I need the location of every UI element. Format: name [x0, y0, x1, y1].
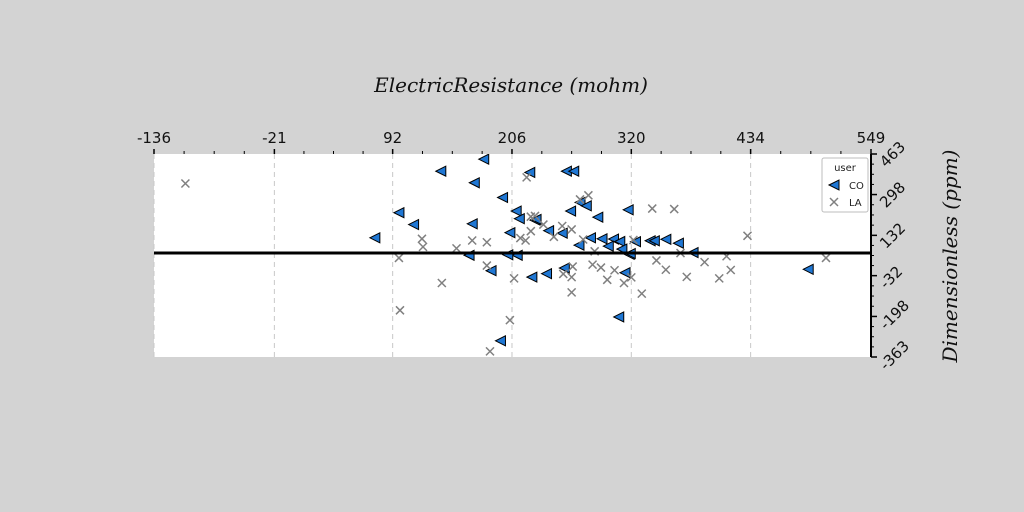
data-point-la — [583, 190, 593, 200]
data-point-co — [484, 264, 497, 277]
data-point-co — [602, 240, 614, 252]
data-point-la — [610, 265, 620, 275]
data-point-la — [522, 172, 532, 182]
data-point-co — [540, 267, 553, 280]
data-point-la — [647, 204, 657, 214]
data-point-la — [549, 232, 559, 242]
data-point-co — [368, 231, 381, 244]
data-point-la — [588, 260, 598, 270]
data-point-la — [395, 305, 405, 315]
data-point-la — [726, 265, 736, 275]
data-point-co — [477, 154, 490, 165]
data-point-co — [567, 165, 580, 178]
data-point-co — [591, 211, 604, 223]
data-point-la — [515, 233, 525, 243]
data-point-co — [584, 231, 596, 244]
data-point-la — [628, 235, 638, 245]
data-point-co — [496, 191, 509, 204]
data-point-co — [494, 334, 506, 347]
data-point-la — [700, 257, 710, 267]
data-point-co — [510, 205, 522, 217]
data-point-la — [596, 263, 606, 273]
data-point-co — [580, 200, 592, 212]
data-point-co — [392, 206, 405, 219]
data-point-co — [525, 271, 538, 283]
legend: user CO LA — [821, 157, 869, 213]
data-point-co — [802, 263, 814, 276]
data-point-la — [821, 253, 831, 263]
data-point-la — [602, 275, 612, 285]
data-point-la — [530, 211, 540, 221]
data-point-co — [564, 205, 577, 217]
data-point-la — [557, 221, 567, 231]
data-point-la — [437, 278, 447, 288]
data-point-co — [622, 203, 634, 216]
data-point-co — [466, 217, 478, 230]
data-point-la — [482, 261, 492, 271]
data-point-co — [612, 311, 625, 323]
data-point-la — [558, 269, 568, 279]
data-point-la — [394, 253, 404, 263]
x-tick-label: -136 — [137, 129, 171, 147]
data-point-la — [505, 315, 515, 325]
data-point-la — [482, 237, 492, 247]
legend-entry-label: LA — [849, 198, 862, 209]
data-point-la — [567, 224, 577, 234]
data-point-co — [595, 232, 608, 245]
legend-marker-la — [829, 197, 839, 207]
data-point-la — [682, 272, 692, 282]
data-point-la — [467, 235, 477, 246]
legend-entry-label: CO — [849, 181, 864, 192]
data-point-co — [659, 233, 672, 246]
x-tick-label: 434 — [736, 129, 765, 147]
x-tick-label: 206 — [498, 129, 527, 147]
data-point-la — [567, 272, 577, 282]
x-tick-label: 320 — [617, 129, 646, 147]
data-point-co — [503, 226, 516, 239]
legend-title: user — [834, 163, 857, 174]
legend-box — [821, 157, 869, 213]
data-point-co — [468, 176, 480, 189]
legend-marker-co — [827, 179, 840, 191]
data-point-co — [648, 234, 660, 247]
data-point-la — [567, 287, 577, 297]
data-point-la — [521, 235, 531, 246]
data-point-la — [714, 273, 724, 283]
data-point-la — [575, 194, 585, 204]
data-points — [180, 154, 831, 356]
y-axis-title: Dimensionless (ppm) — [938, 150, 962, 364]
data-point-la — [526, 226, 536, 236]
data-point-la — [578, 234, 588, 245]
x-tick-label: -21 — [262, 129, 287, 147]
data-point-la — [418, 242, 428, 252]
data-point-la — [509, 273, 519, 283]
data-point-la — [651, 255, 661, 265]
data-point-la — [742, 231, 753, 241]
data-point-la — [568, 262, 578, 272]
data-point-la — [180, 178, 190, 189]
data-point-co — [407, 218, 420, 231]
data-point-la — [637, 289, 647, 299]
data-point-co — [434, 165, 447, 178]
data-point-la — [669, 204, 679, 214]
data-point-la — [417, 234, 427, 244]
data-point-la — [661, 265, 671, 275]
x-tick-label: 92 — [383, 129, 402, 147]
x-axis-title: ElectricResistance (mohm) — [373, 73, 648, 97]
data-point-la — [619, 278, 629, 288]
data-point-la — [485, 346, 495, 356]
data-point-co — [672, 237, 684, 250]
data-point-co — [613, 235, 626, 248]
data-point-co — [556, 227, 568, 239]
data-point-la — [451, 243, 462, 253]
data-point-co — [513, 212, 525, 225]
data-point-la — [538, 220, 548, 230]
data-point-co — [618, 266, 631, 279]
data-point-la — [626, 272, 636, 282]
x-tick-label: 549 — [857, 129, 886, 147]
